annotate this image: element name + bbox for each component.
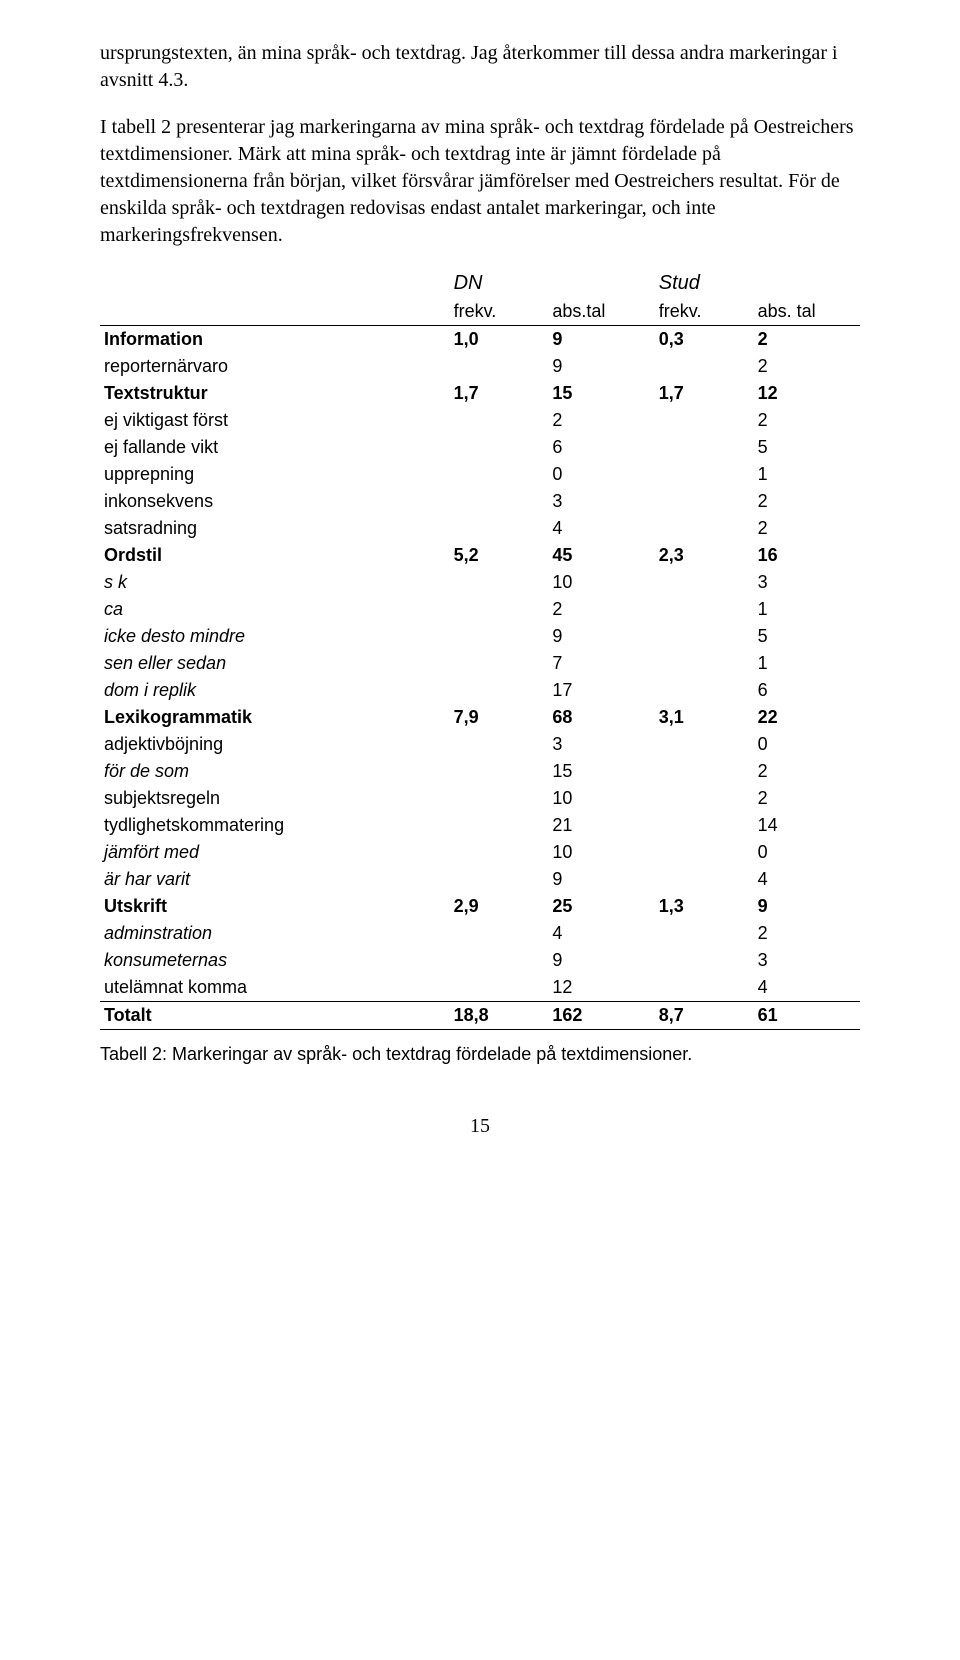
paragraph-2: I tabell 2 presenterar jag markeringarna… xyxy=(100,114,860,249)
section-header-row: Textstruktur1,7151,712 xyxy=(100,380,860,407)
table-row: dom i replik176 xyxy=(100,677,860,704)
col-group-dn: DN xyxy=(450,269,655,298)
table-row: ca21 xyxy=(100,596,860,623)
page-number: 15 xyxy=(100,1115,860,1138)
table-header-row: DNStud xyxy=(100,269,860,298)
col-group-stud: Stud xyxy=(655,269,860,298)
table-subheader-row: frekv.abs.talfrekv.abs. tal xyxy=(100,298,860,326)
table-row: upprepning01 xyxy=(100,461,860,488)
table-row: konsumeternas93 xyxy=(100,947,860,974)
table-row: ej viktigast först22 xyxy=(100,407,860,434)
total-row: Totalt18,81628,761 xyxy=(100,1002,860,1030)
table-row: s k103 xyxy=(100,569,860,596)
table-row: adjektivböjning30 xyxy=(100,731,860,758)
section-header-row: Lexikogrammatik7,9683,122 xyxy=(100,704,860,731)
table-row: är har varit94 xyxy=(100,866,860,893)
table-row: utelämnat komma124 xyxy=(100,974,860,1002)
table-row: icke desto mindre95 xyxy=(100,623,860,650)
data-table: DNStudfrekv.abs.talfrekv.abs. talInforma… xyxy=(100,269,860,1030)
table-caption: Tabell 2: Markeringar av språk- och text… xyxy=(100,1044,860,1065)
page: ursprungstexten, än mina språk- och text… xyxy=(0,0,960,1660)
table-row: inkonsekvens32 xyxy=(100,488,860,515)
table-row: satsradning42 xyxy=(100,515,860,542)
table-row: för de som152 xyxy=(100,758,860,785)
table-row: ej fallande vikt65 xyxy=(100,434,860,461)
paragraph-1: ursprungstexten, än mina språk- och text… xyxy=(100,40,860,94)
table-row: subjektsregeln102 xyxy=(100,785,860,812)
table-row: jämfört med100 xyxy=(100,839,860,866)
section-header-row: Ordstil5,2452,316 xyxy=(100,542,860,569)
table-row: tydlighetskommatering2114 xyxy=(100,812,860,839)
section-header-row: Utskrift2,9251,39 xyxy=(100,893,860,920)
table-row: adminstration42 xyxy=(100,920,860,947)
section-header-row: Information1,090,32 xyxy=(100,326,860,354)
table-row: reporternärvaro92 xyxy=(100,353,860,380)
table-row: sen eller sedan71 xyxy=(100,650,860,677)
